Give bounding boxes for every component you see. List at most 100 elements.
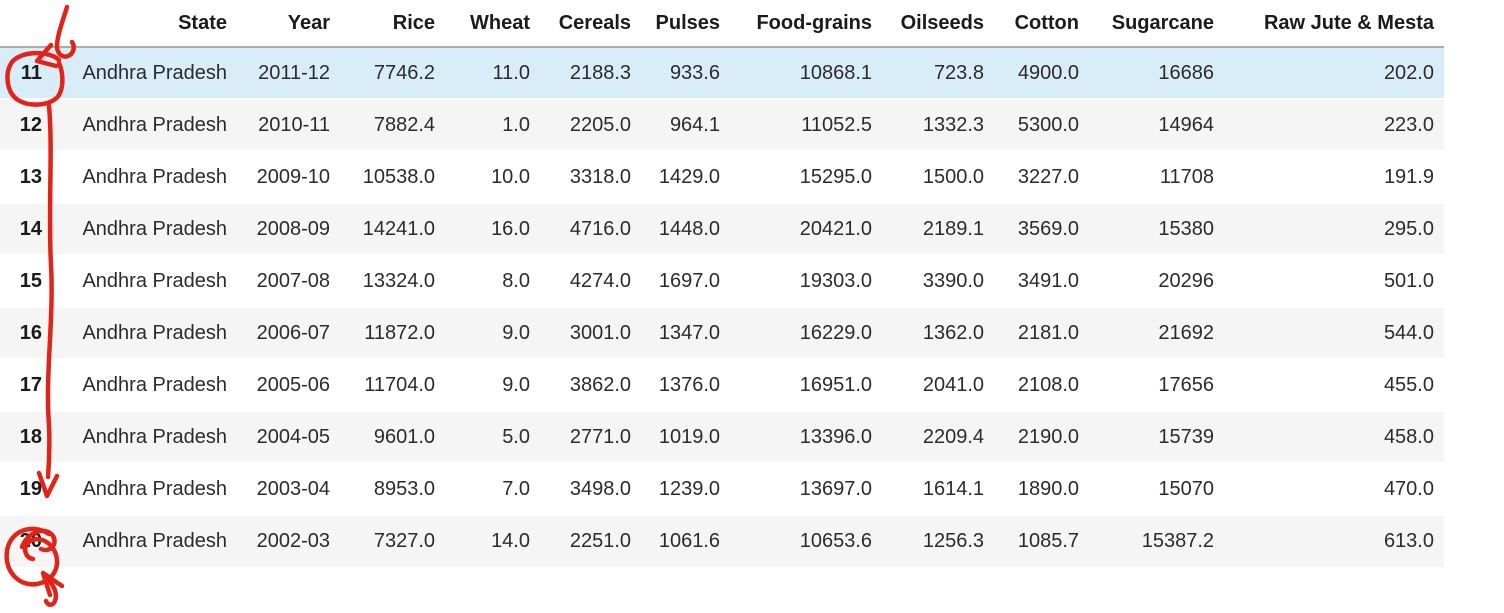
cell-pulses: 1061.6 (641, 514, 730, 567)
cell-cereals: 4716.0 (540, 202, 641, 255)
cell-pulses: 1376.0 (641, 358, 730, 411)
cell-cereals: 2188.3 (569, 61, 631, 84)
cell-oilseeds: 3390.0 (882, 254, 994, 307)
cell-raw-jute-mesta: 295.0 (1224, 202, 1444, 255)
cell-pulses: 1448.0 (641, 202, 730, 255)
cell-cotton: 3227.0 (994, 150, 1089, 203)
table-row: 15 Andhra Pradesh 2007-08 13324.0 8.0 4274.0 1… (0, 254, 1444, 307)
cell-cotton: 2181.0 (994, 306, 1089, 359)
col-header-rice: Rice (340, 0, 445, 48)
cell-cereals: 3001.0 (540, 306, 641, 359)
cell-raw-jute-mesta: 455.0 (1224, 358, 1444, 411)
cell-oilseeds: 1362.0 (882, 306, 994, 359)
cell-cotton: 4900.0 (1017, 61, 1079, 84)
cell-pulses: 1347.0 (641, 306, 730, 359)
cell-food-grains: 11052.5 (730, 98, 882, 151)
cell-cereals: 2251.0 (540, 514, 641, 567)
cell-year: 2004-05 (237, 410, 340, 463)
cell-food-grains: 13697.0 (730, 462, 882, 515)
col-header-cereals: Cereals (540, 0, 641, 48)
cell-cotton: 1890.0 (994, 462, 1089, 515)
cell-rice: 8953.0 (340, 462, 445, 515)
cell-wheat: 14.0 (445, 514, 540, 567)
cell-year: 2007-08 (237, 254, 340, 307)
cell-sugarcane: 15380 (1089, 202, 1224, 255)
cell-rice: 7746.2 (373, 61, 435, 84)
cell-year: 2003-04 (237, 462, 340, 515)
cell-state: Andhra Pradesh (54, 514, 237, 567)
cell-wheat: 8.0 (445, 254, 540, 307)
cell-wheat: 16.0 (445, 202, 540, 255)
cell-food-grains: 10653.6 (730, 514, 882, 567)
col-header-wheat: Wheat (445, 0, 540, 48)
cell-raw-jute-mesta: 202.0 (1383, 61, 1434, 84)
cell-oilseeds: 2209.4 (882, 410, 994, 463)
cell-oilseeds: 1332.3 (882, 98, 994, 151)
cell-raw-jute-mesta: 501.0 (1224, 254, 1444, 307)
row-index-cell: 18 (0, 410, 54, 463)
cell-year: 2011-12 (258, 61, 330, 84)
cell-rice: 11704.0 (340, 358, 445, 411)
cell-sugarcane: 11708 (1089, 150, 1224, 203)
table-row: 13 Andhra Pradesh 2009-10 10538.0 10.0 3318.0… (0, 150, 1444, 203)
cell-oilseeds: 2041.0 (882, 358, 994, 411)
cell-state: Andhra Pradesh (54, 306, 237, 359)
table-row: 11 Andhra Pradesh 2011-12 7746.2 11.0 2188.3 9… (0, 47, 1444, 99)
cell-rice: 7882.4 (340, 98, 445, 151)
cell-sugarcane: 20296 (1089, 254, 1224, 307)
cell-rice: 13324.0 (340, 254, 445, 307)
cell-wheat: 5.0 (445, 410, 540, 463)
cell-oilseeds: 1500.0 (882, 150, 994, 203)
cell-rice: 7327.0 (340, 514, 445, 567)
col-header-index (0, 0, 54, 48)
cell-state: Andhra Pradesh (54, 462, 237, 515)
cell-food-grains: 16951.0 (730, 358, 882, 411)
cell-oilseeds: 723.8 (933, 61, 984, 84)
row-index-cell: 12 (0, 98, 54, 151)
cell-state: Andhra Pradesh (54, 358, 237, 411)
cell-wheat: 7.0 (445, 462, 540, 515)
col-header-raw-jute-mesta: Raw Jute & Mesta (1224, 0, 1444, 48)
cell-cereals: 3862.0 (540, 358, 641, 411)
cell-year: 2006-07 (237, 306, 340, 359)
cell-pulses: 933.6 (669, 61, 720, 84)
cell-year: 2002-03 (237, 514, 340, 567)
cell-oilseeds: 2189.1 (882, 202, 994, 255)
cell-cereals: 4274.0 (540, 254, 641, 307)
cell-raw-jute-mesta: 191.9 (1224, 150, 1444, 203)
cell-food-grains: 15295.0 (730, 150, 882, 203)
table-row: 19 Andhra Pradesh 2003-04 8953.0 7.0 3498.0 12… (0, 462, 1444, 515)
cell-sugarcane: 17656 (1089, 358, 1224, 411)
cell-raw-jute-mesta: 544.0 (1224, 306, 1444, 359)
col-header-cotton: Cotton (994, 0, 1089, 48)
col-header-sugarcane: Sugarcane (1089, 0, 1224, 48)
col-header-pulses: Pulses (641, 0, 730, 48)
row-index-cell: 15 (0, 254, 54, 307)
cell-year: 2005-06 (237, 358, 340, 411)
cell-year: 2008-09 (237, 202, 340, 255)
row-index-cell: 14 (0, 202, 54, 255)
cell-cotton: 2108.0 (994, 358, 1089, 411)
cell-cotton: 1085.7 (994, 514, 1089, 567)
row-index-cell: 20 (0, 514, 54, 567)
cell-sugarcane: 16686 (1158, 61, 1214, 84)
cell-state: Andhra Pradesh (54, 254, 237, 307)
cell-cotton: 3569.0 (994, 202, 1089, 255)
table-row: 16 Andhra Pradesh 2006-07 11872.0 9.0 3001.0 1… (0, 306, 1444, 359)
row-index-cell: 13 (0, 150, 54, 203)
cell-cereals: 2771.0 (540, 410, 641, 463)
table-row: 20 Andhra Pradesh 2002-03 7327.0 14.0 2251.0 1… (0, 514, 1444, 567)
header-row: State Year Rice Wheat Cereals Pulses Food-grai… (0, 0, 1444, 48)
cell-raw-jute-mesta: 470.0 (1224, 462, 1444, 515)
cell-pulses: 964.1 (641, 98, 730, 151)
cell-state: Andhra Pradesh (54, 410, 237, 463)
col-header-oilseeds: Oilseeds (882, 0, 994, 48)
cell-rice: 10538.0 (340, 150, 445, 203)
cell-wheat: 11.0 (492, 61, 530, 84)
annotation-arrow-head-20 (40, 570, 65, 598)
cell-sugarcane: 15070 (1089, 462, 1224, 515)
cell-pulses: 1429.0 (641, 150, 730, 203)
cell-wheat: 10.0 (445, 150, 540, 203)
dataframe-table: State Year Rice Wheat Cereals Pulses Food-grai… (0, 0, 1444, 567)
cell-sugarcane: 14964 (1089, 98, 1224, 151)
